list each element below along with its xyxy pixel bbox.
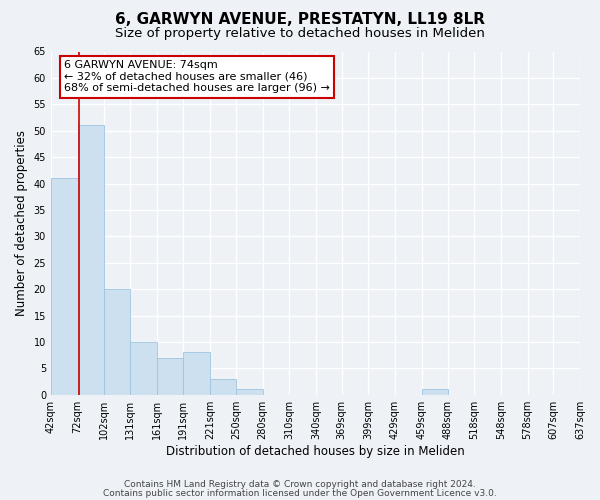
Bar (77, 126, 104, 394)
Text: Size of property relative to detached houses in Meliden: Size of property relative to detached ho… (115, 28, 485, 40)
Y-axis label: Number of detached properties: Number of detached properties (15, 130, 28, 316)
Bar (422, 390, 448, 394)
Bar (236, 390, 263, 394)
Bar (104, 289, 130, 395)
Bar (51, 178, 77, 394)
Text: 6, GARWYN AVENUE, PRESTATYN, LL19 8LR: 6, GARWYN AVENUE, PRESTATYN, LL19 8LR (115, 12, 485, 28)
Text: 6 GARWYN AVENUE: 74sqm
← 32% of detached houses are smaller (46)
68% of semi-det: 6 GARWYN AVENUE: 74sqm ← 32% of detached… (64, 60, 330, 94)
Text: Contains public sector information licensed under the Open Government Licence v3: Contains public sector information licen… (103, 488, 497, 498)
Text: Contains HM Land Registry data © Crown copyright and database right 2024.: Contains HM Land Registry data © Crown c… (124, 480, 476, 489)
Bar (210, 379, 236, 394)
Bar (184, 352, 210, 395)
X-axis label: Distribution of detached houses by size in Meliden: Distribution of detached houses by size … (166, 444, 465, 458)
Bar (157, 358, 184, 395)
Bar (580, 390, 600, 394)
Bar (130, 342, 157, 394)
